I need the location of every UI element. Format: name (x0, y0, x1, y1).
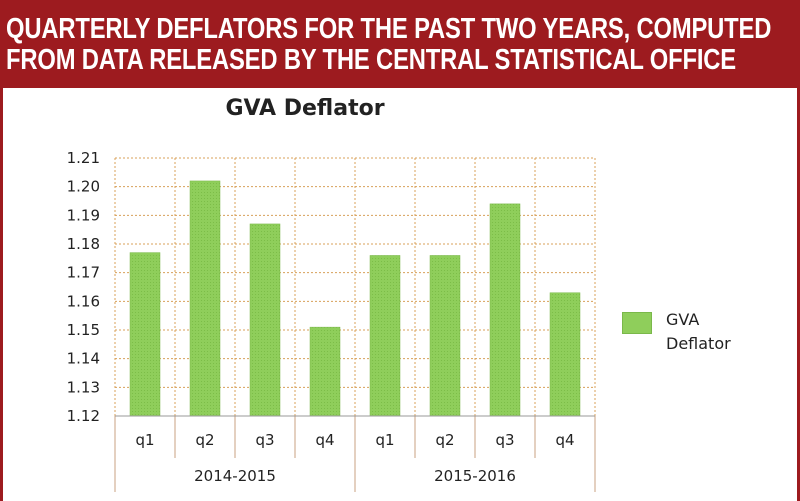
y-tick-label: 1.18 (67, 235, 100, 253)
y-tick-label: 1.12 (67, 407, 100, 425)
x-tick-label: q3 (255, 431, 274, 449)
chart-title: GVA Deflator (225, 96, 385, 121)
y-tick-label: 1.19 (67, 206, 100, 224)
x-tick-label: q3 (495, 431, 514, 449)
y-tick-label: 1.20 (67, 178, 100, 196)
group-label: 2014-2015 (194, 467, 276, 485)
bar (549, 292, 581, 417)
legend-label: GVA Deflator (666, 308, 756, 356)
x-tick-label: q2 (195, 431, 214, 449)
legend-swatch (622, 312, 652, 334)
bar (129, 252, 161, 417)
header-title-line-1: QUARTERLY DEFLATORS FOR THE PAST TWO YEA… (6, 13, 772, 45)
bar (189, 180, 221, 417)
x-tick-label: q1 (135, 431, 154, 449)
header-banner: QUARTERLY DEFLATORS FOR THE PAST TWO YEA… (0, 0, 800, 88)
x-tick-label: q4 (555, 431, 574, 449)
bar (369, 255, 401, 417)
header-title-line-2: FROM DATA RELEASED BY THE CENTRAL STATIS… (6, 44, 736, 76)
y-tick-label: 1.15 (67, 321, 100, 339)
bar (489, 203, 521, 417)
x-tick-label: q2 (435, 431, 454, 449)
panel-border-right (797, 88, 800, 501)
group-label: 2015-2016 (434, 467, 516, 485)
y-tick-label: 1.17 (67, 264, 100, 282)
legend-label-line: GVA (666, 310, 700, 329)
bar (249, 223, 281, 417)
y-tick-label: 1.13 (67, 378, 100, 396)
panel-border-left (0, 88, 3, 501)
bar (309, 326, 341, 417)
x-tick-label: q1 (375, 431, 394, 449)
legend-label-line: Deflator (666, 334, 731, 353)
y-tick-label: 1.14 (67, 350, 100, 368)
x-tick-label: q4 (315, 431, 334, 449)
bar (429, 255, 461, 417)
y-tick-label: 1.21 (67, 149, 100, 167)
y-tick-label: 1.16 (67, 292, 100, 310)
